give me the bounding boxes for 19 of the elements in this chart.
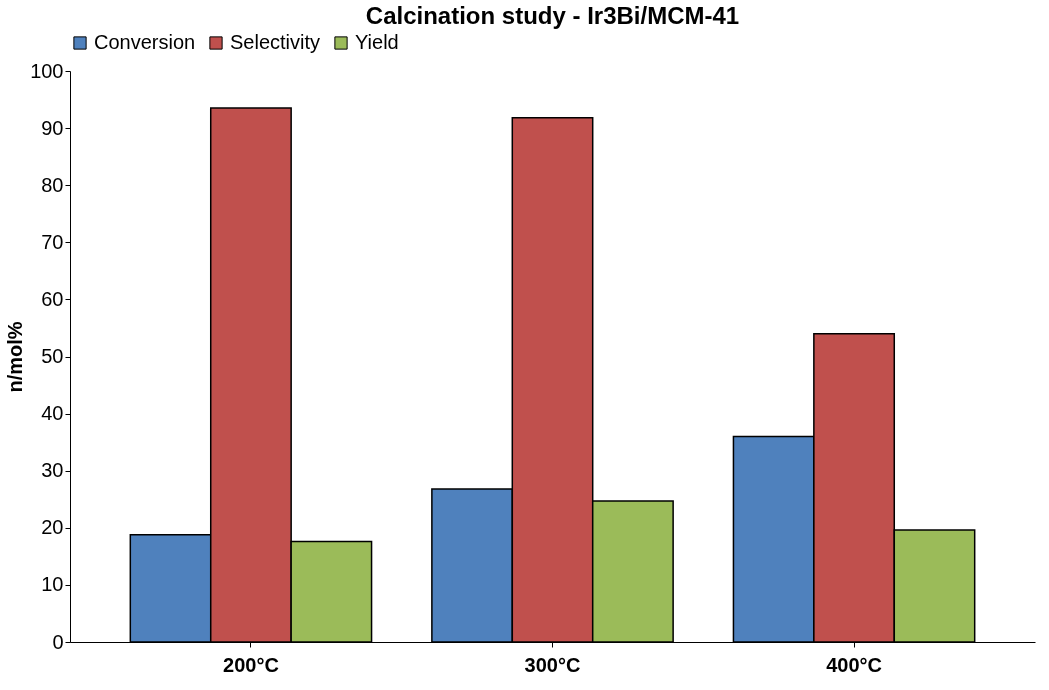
x-tick-label: 300°C (524, 653, 581, 676)
y-tick-label: 0 (52, 630, 64, 653)
y-axis-title: n/mol% (4, 321, 27, 393)
legend-label: Conversion (94, 31, 196, 53)
x-tick-label: 400°C (826, 653, 882, 676)
y-tick-label: 10 (41, 573, 64, 596)
y-tick-label: 20 (41, 516, 64, 539)
y-tick-label: 50 (41, 345, 64, 367)
y-tick-label: 30 (41, 459, 64, 482)
legend-label: Yield (355, 31, 399, 53)
y-tick-label: 100 (30, 59, 64, 82)
x-tick-label: 200°C (223, 653, 279, 676)
y-tick-label: 80 (41, 173, 64, 196)
y-tick-label: 40 (41, 402, 64, 425)
y-tick-label: 60 (41, 287, 64, 310)
y-tick-label: 70 (41, 230, 64, 253)
legend-label: Selectivity (230, 31, 321, 53)
y-tick-label: 90 (41, 116, 64, 139)
chart-title: Calcination study - Ir3Bi/MCM-41 (365, 2, 740, 29)
